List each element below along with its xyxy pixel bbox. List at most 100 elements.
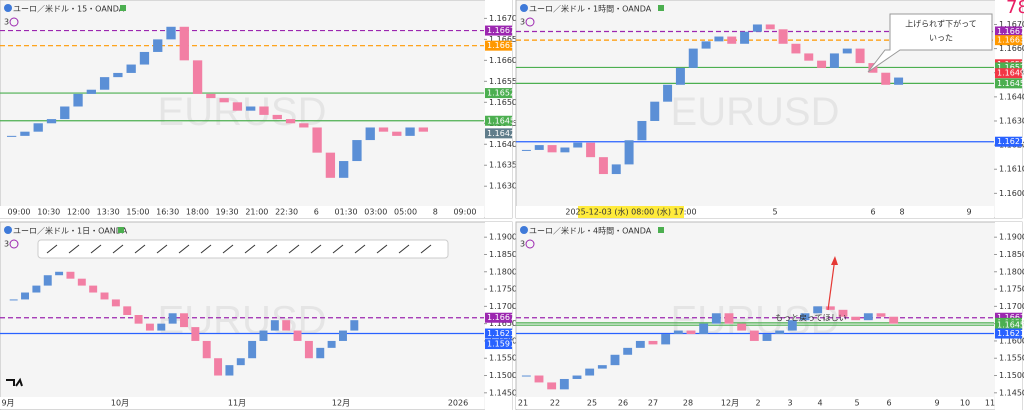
price-tag-label: 1.16456 bbox=[997, 79, 1024, 88]
candle bbox=[817, 60, 827, 68]
candle bbox=[350, 320, 359, 331]
time-label: 21:00 bbox=[245, 208, 268, 217]
symbol-icon bbox=[4, 226, 12, 234]
tool-button[interactable] bbox=[354, 244, 366, 254]
time-label: 27 bbox=[648, 399, 658, 408]
time-label: 09:00 bbox=[7, 208, 30, 217]
price-tick-label: 1.17500 bbox=[999, 285, 1024, 294]
candle bbox=[573, 142, 583, 148]
price-tag bbox=[995, 35, 1022, 46]
tool-button[interactable] bbox=[200, 244, 212, 254]
candle bbox=[206, 93, 216, 99]
tool-button[interactable] bbox=[222, 244, 234, 254]
tool-button[interactable] bbox=[310, 244, 322, 254]
candle bbox=[365, 127, 375, 141]
candle bbox=[624, 140, 634, 165]
candle bbox=[405, 127, 415, 136]
chart-title: ユーロ／米ドル・1時間・OANDA bbox=[529, 4, 652, 14]
candle bbox=[597, 365, 607, 369]
time-label: 25 bbox=[587, 399, 597, 408]
arrow bbox=[827, 257, 836, 311]
candle bbox=[157, 323, 166, 331]
indicator-icon bbox=[9, 239, 19, 249]
tool-button[interactable] bbox=[156, 244, 168, 254]
candle bbox=[661, 334, 671, 345]
watermark: EURUSD bbox=[158, 90, 327, 134]
annotation: 上げられず下がって bbox=[905, 19, 977, 29]
candle bbox=[9, 299, 18, 301]
price-tag-label: 1.16522 bbox=[487, 89, 520, 98]
candle bbox=[6, 135, 17, 137]
candle bbox=[572, 375, 582, 379]
time-label: 6 bbox=[886, 399, 891, 408]
tool-button[interactable] bbox=[332, 244, 344, 254]
price-tick-label: 1.14500 bbox=[489, 388, 522, 397]
candle bbox=[648, 340, 658, 345]
time-label: 10 bbox=[960, 399, 970, 408]
candle bbox=[825, 306, 835, 310]
candle bbox=[270, 320, 279, 331]
candle bbox=[191, 327, 200, 341]
tool-button[interactable] bbox=[134, 244, 146, 254]
price-tick-label: 1.16300 bbox=[489, 182, 522, 191]
candle bbox=[560, 147, 570, 153]
price-tick-label: 1.19000 bbox=[489, 233, 522, 242]
price-tick-label: 1.15000 bbox=[489, 371, 522, 380]
price-tag-label: 1.16635 bbox=[487, 41, 520, 50]
candle bbox=[534, 375, 544, 383]
time-label: 5 bbox=[772, 208, 777, 217]
candle bbox=[547, 382, 557, 390]
candle bbox=[876, 313, 886, 317]
price-tick-label: 1.18000 bbox=[999, 267, 1024, 276]
candle bbox=[232, 102, 243, 111]
candle bbox=[32, 285, 41, 293]
candle bbox=[688, 48, 698, 68]
time-label: 16:30 bbox=[156, 208, 179, 217]
price-tick-label: 1.16000 bbox=[999, 336, 1024, 345]
price-tag-label: 1.16214 bbox=[997, 137, 1024, 146]
price-tag-label: 1.16426 bbox=[487, 129, 520, 138]
candle bbox=[699, 323, 709, 335]
price-tick-label: 1.17500 bbox=[489, 285, 522, 294]
candle bbox=[791, 43, 801, 54]
tool-button[interactable] bbox=[288, 244, 300, 254]
candle bbox=[145, 323, 154, 331]
tool-button[interactable] bbox=[376, 244, 388, 254]
time-axis bbox=[0, 206, 484, 218]
cursor-time-box bbox=[578, 206, 684, 218]
chart-title: ユーロ／米ドル・15・OANDA bbox=[13, 4, 125, 14]
candle bbox=[889, 316, 899, 324]
tool-button[interactable] bbox=[178, 244, 190, 254]
tool-button[interactable] bbox=[46, 244, 58, 254]
time-label: 9月 bbox=[1, 399, 14, 408]
candle bbox=[521, 375, 531, 377]
tool-button[interactable] bbox=[244, 244, 256, 254]
time-label: 18:00 bbox=[186, 208, 209, 217]
tool-button[interactable] bbox=[112, 244, 124, 254]
chart-title: ユーロ／米ドル・1日・OANDA bbox=[13, 226, 128, 236]
candle bbox=[521, 149, 531, 151]
price-tick-label: 1.16550 bbox=[489, 77, 522, 86]
price-tick-label: 1.16500 bbox=[489, 319, 522, 328]
candle bbox=[800, 313, 810, 321]
tool-button[interactable] bbox=[90, 244, 102, 254]
price-tag bbox=[485, 328, 512, 339]
drawing-toolbar bbox=[37, 239, 449, 259]
candle bbox=[881, 72, 891, 85]
tool-button[interactable] bbox=[68, 244, 80, 254]
price-tick-label: 1.17000 bbox=[489, 302, 522, 311]
price-tick-label: 1.18500 bbox=[999, 250, 1024, 259]
tool-button[interactable] bbox=[398, 244, 410, 254]
price-tag-label: 1.16214 bbox=[997, 329, 1024, 338]
price-tag bbox=[485, 115, 512, 126]
price-tick-label: 1.18000 bbox=[489, 267, 522, 276]
candle bbox=[378, 127, 389, 132]
tool-button[interactable] bbox=[420, 244, 432, 254]
price-tag bbox=[995, 328, 1022, 339]
candle bbox=[727, 36, 737, 44]
candle bbox=[168, 313, 177, 324]
tool-button[interactable] bbox=[266, 244, 278, 254]
time-label: 2 bbox=[755, 399, 760, 408]
price-tag bbox=[995, 312, 1022, 323]
candle bbox=[749, 330, 759, 341]
